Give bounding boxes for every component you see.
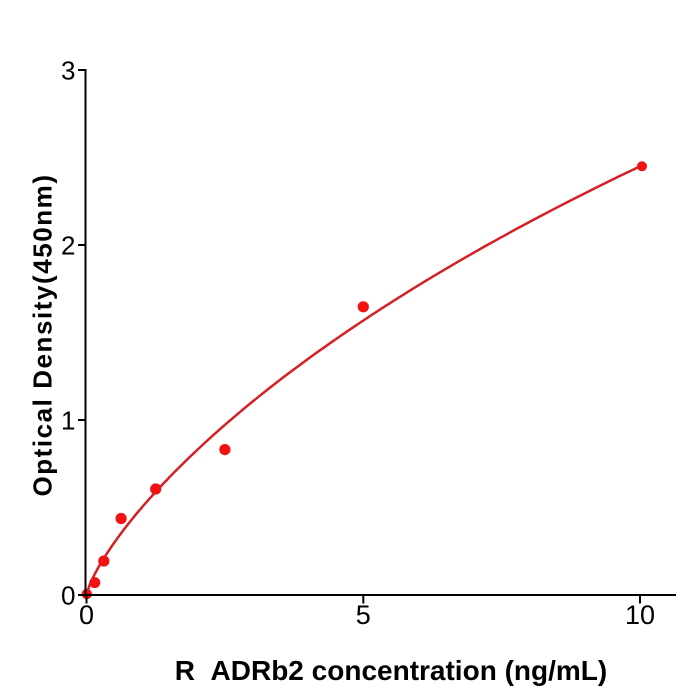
svg-text:0: 0 xyxy=(61,581,75,611)
svg-text:3: 3 xyxy=(61,56,75,86)
svg-text:10: 10 xyxy=(625,600,655,630)
svg-text:1: 1 xyxy=(61,406,75,436)
svg-text:R ADRb2 concentration (ng/mL): R ADRb2 concentration (ng/mL) xyxy=(175,655,607,686)
svg-text:Optical Density(450nm): Optical Density(450nm) xyxy=(28,173,58,496)
svg-text:5: 5 xyxy=(356,600,371,630)
svg-text:2: 2 xyxy=(61,231,75,261)
svg-text:0: 0 xyxy=(79,600,94,630)
